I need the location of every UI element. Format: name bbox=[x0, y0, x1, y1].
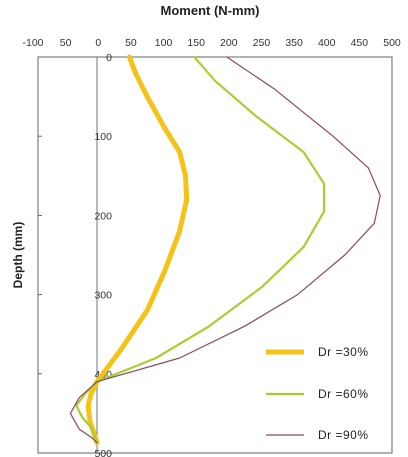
x-tick-label: 450 bbox=[351, 37, 369, 49]
x-tick-label: 500 bbox=[383, 37, 401, 49]
series-line-3 bbox=[69, 56, 381, 444]
x-tick-label: -100 bbox=[22, 37, 43, 49]
x-tick-label: 350 bbox=[285, 37, 303, 49]
y-axis-label: Depth (mm) bbox=[11, 222, 25, 289]
legend-label-3: Dr =90% bbox=[318, 428, 369, 442]
x-tick-label: 200 bbox=[220, 37, 238, 49]
x-tick-label: 50 bbox=[125, 37, 137, 49]
x-tick-label: 400 bbox=[318, 37, 336, 49]
x-tick-label: 100 bbox=[155, 37, 173, 49]
x-tick-label: 0 bbox=[95, 37, 101, 49]
legend-label-2: Dr =60% bbox=[318, 387, 369, 401]
y-tick-label: 300 bbox=[94, 290, 112, 302]
y-tick-label: 100 bbox=[94, 131, 112, 143]
series-line-2 bbox=[75, 55, 326, 444]
plot-frame bbox=[37, 56, 393, 454]
x-tick-label: 50 bbox=[60, 37, 72, 49]
legend: Dr =30% Dr =60% Dr =90% bbox=[266, 345, 369, 442]
series-group bbox=[69, 54, 381, 446]
y-tick-label: 200 bbox=[94, 210, 112, 222]
y-tick-label: 500 bbox=[94, 448, 112, 457]
x-tick-label: 150 bbox=[187, 37, 205, 49]
legend-label-1: Dr =30% bbox=[318, 345, 369, 359]
chart-title: Moment (N-mm) bbox=[161, 3, 260, 18]
x-tick-label: 250 bbox=[253, 37, 271, 49]
y-tick-label: 0 bbox=[106, 52, 112, 64]
series-line-1 bbox=[85, 54, 190, 446]
